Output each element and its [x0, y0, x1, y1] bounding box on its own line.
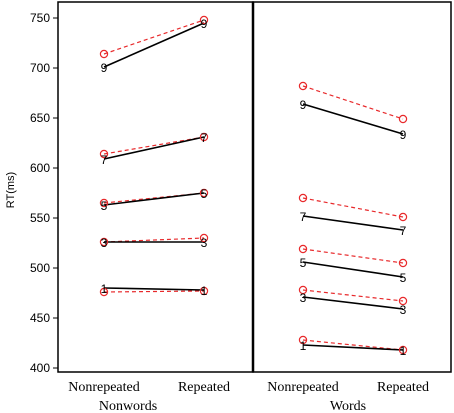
solid-series-line: [302, 296, 404, 310]
y-tick-label: 650: [30, 111, 50, 125]
dashed-series-line: [103, 290, 205, 293]
series-number-label: 1: [101, 282, 108, 296]
x-category-label: Nonrepeated: [68, 380, 140, 395]
series-number-label: 3: [201, 236, 208, 250]
dashed-point-marker: [298, 244, 308, 254]
series-group: 77: [99, 131, 209, 167]
dashed-point-marker: [298, 335, 308, 345]
dashed-point-marker: [398, 296, 408, 306]
dashed-series-line: [302, 248, 404, 264]
dashed-point-marker: [199, 286, 209, 296]
panel-name-label: Nonwords: [99, 399, 157, 413]
series-number-label: 1: [201, 284, 208, 298]
dashed-point-marker: [99, 237, 109, 247]
solid-series-line: [103, 22, 205, 68]
x-category-label: Repeated: [377, 380, 429, 395]
dashed-point-marker: [298, 81, 308, 91]
series-group: 55: [298, 244, 408, 285]
solid-series-line: [103, 192, 205, 206]
y-tick-label: 600: [30, 161, 50, 175]
y-tick-label: 500: [30, 261, 50, 275]
dashed-point-marker: [199, 15, 209, 25]
x-axis-labels: Nonrepeated Repeated Nonwords Nonrepeated Re…: [68, 380, 429, 413]
dashed-point-marker: [99, 49, 109, 59]
series-number-label: 7: [300, 210, 307, 224]
series-group: 77: [298, 193, 408, 238]
series-number-label: 1: [300, 339, 307, 353]
dashed-point-marker: [199, 132, 209, 142]
series-number-label: 7: [201, 131, 208, 145]
panel-name-label: Words: [330, 399, 366, 413]
series-number-label: 9: [300, 98, 307, 112]
y-tick-label: 700: [30, 61, 50, 75]
series-number-label: 9: [101, 61, 108, 75]
dashed-series-line: [302, 289, 404, 302]
series-number-label: 5: [101, 199, 108, 213]
series-number-label: 3: [400, 303, 407, 317]
dashed-point-marker: [99, 198, 109, 208]
y-axis: 400 450 500 550 600 650 700 750: [30, 11, 58, 375]
y-axis-label: RT(ms): [5, 172, 17, 208]
dashed-point-marker: [398, 212, 408, 222]
dashed-point-marker: [398, 114, 408, 124]
dashed-series-line: [302, 197, 404, 218]
right-panel-frame: [252, 1, 452, 373]
series-number-label: 7: [101, 153, 108, 167]
dashed-point-marker: [298, 193, 308, 203]
x-category-label: Repeated: [178, 380, 230, 395]
solid-series-line: [302, 215, 404, 231]
series-number-label: 3: [101, 236, 108, 250]
solid-series-line: [103, 287, 205, 291]
solid-series-line: [302, 344, 404, 351]
x-category-label: Nonrepeated: [267, 380, 339, 395]
solid-series-line: [302, 103, 404, 135]
dashed-point-marker: [99, 149, 109, 159]
left-panel-frame: [57, 1, 254, 373]
series-group: 99: [99, 15, 209, 75]
dashed-point-marker: [99, 287, 109, 297]
series-group: 55: [99, 187, 209, 213]
solid-series-line: [302, 261, 404, 278]
series-number-label: 9: [201, 17, 208, 31]
solid-series-line: [103, 136, 205, 160]
dashed-series-line: [302, 85, 404, 120]
series-group: 99: [298, 81, 408, 142]
series-group: 33: [298, 285, 408, 317]
dashed-point-marker: [199, 233, 209, 243]
series-number-label: 5: [300, 256, 307, 270]
series-number-label: 3: [300, 291, 307, 305]
dashed-series-line: [103, 19, 205, 55]
dashed-point-marker: [398, 345, 408, 355]
y-tick-label: 400: [30, 361, 50, 375]
dashed-point-marker: [298, 285, 308, 295]
series-number-label: 1: [400, 344, 407, 358]
dashed-point-marker: [199, 188, 209, 198]
dashed-point-marker: [398, 258, 408, 268]
dashed-series-line: [103, 136, 205, 155]
dashed-series-line: [103, 192, 205, 204]
y-tick-label: 550: [30, 211, 50, 225]
dashed-series-line: [302, 339, 404, 351]
series-number-label: 5: [400, 271, 407, 285]
series-number-label: 9: [400, 128, 407, 142]
series-number-label: 5: [201, 187, 208, 201]
y-tick-label: 750: [30, 11, 50, 25]
y-tick-label: 450: [30, 311, 50, 325]
series-number-label: 7: [400, 224, 407, 238]
